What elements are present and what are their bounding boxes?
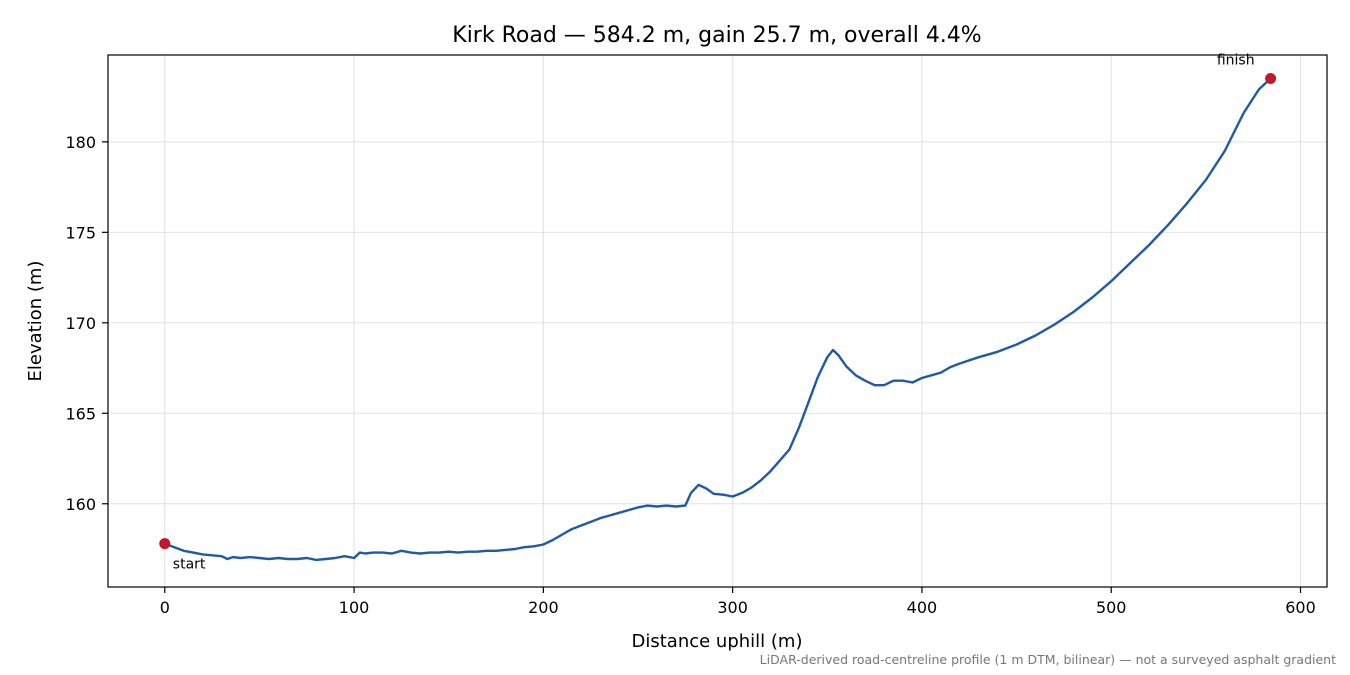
y-tick-label: 180 [65,133,96,152]
x-tick-label: 400 [907,598,938,617]
y-tick-label: 165 [65,404,96,423]
start-label: start [173,557,206,573]
x-tick-label: 100 [339,598,370,617]
x-tick-label: 500 [1096,598,1127,617]
x-tick-label: 600 [1285,598,1316,617]
y-tick-label: 170 [65,314,96,333]
x-tick-label: 0 [160,598,170,617]
marker-layer [159,73,1277,550]
y-axis-label: Elevation (m) [25,261,46,382]
x-tick-label: 300 [717,598,748,617]
plot-area [107,54,1328,588]
line-layer [163,77,1272,562]
y-axis: 160 165 170 175 180 [65,133,108,514]
start-marker [159,538,171,550]
footnote: LiDAR-derived road-centreline profile (1… [760,652,1336,667]
chart-title: Kirk Road — 584.2 m, gain 25.7 m, overal… [452,23,981,48]
grid [108,55,1327,587]
y-tick-label: 175 [65,223,96,242]
x-axis: 0 100 200 300 400 500 600 [160,587,1316,617]
x-axis-label: Distance uphill (m) [632,631,803,652]
elevation-line [163,77,1272,562]
finish-marker [1265,73,1277,85]
x-tick-label: 200 [528,598,559,617]
y-tick-label: 160 [65,495,96,514]
annotations: start finish [173,53,1255,573]
finish-label: finish [1217,53,1255,69]
